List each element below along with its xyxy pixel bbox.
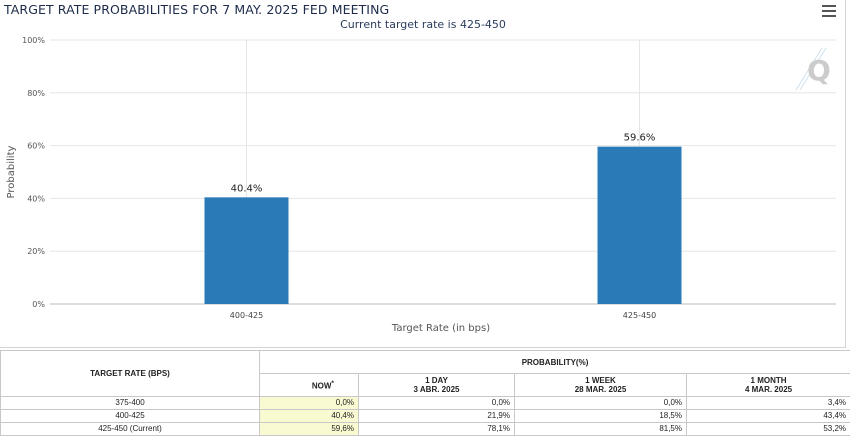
table-row: 400-425 40,4% 21,9% 18,5% 43,4% xyxy=(0,409,850,423)
one-month-value-cell: 43,4% xyxy=(685,409,850,423)
y-tick-label: 40% xyxy=(27,194,45,203)
bar-chart-plot: 0% 20% 40% 60% 80% 100% 40.4% 400-425 59.6% 425-4… xyxy=(6,36,836,334)
svg-text:Q: Q xyxy=(807,54,831,87)
now-value-cell: 40,4% xyxy=(259,409,359,423)
bar-data-label: 59.6% xyxy=(624,133,656,144)
chart-container: TARGET RATE PROBABILITIES FOR 7 MAY. 202… xyxy=(0,0,846,348)
probability-table: TARGET RATE (BPS) PROBABILITY(%) NOW* 1 … xyxy=(0,350,850,436)
one-week-value-cell: 0,0% xyxy=(514,396,687,410)
table-row: 425-450 (Current) 59,6% 78,1% 81,5% 53,2… xyxy=(0,422,850,436)
hamburger-menu-icon[interactable] xyxy=(822,5,836,17)
one-day-value-cell: 21,9% xyxy=(358,409,515,423)
rate-cell: 400-425 xyxy=(0,409,260,423)
x-tick-label: 425-450 xyxy=(623,311,656,320)
rate-cell: 425-450 (Current) xyxy=(0,422,260,436)
one-day-value-cell: 78,1% xyxy=(358,422,515,436)
rate-cell: 375-400 xyxy=(0,396,260,410)
y-tick-label: 20% xyxy=(27,247,45,256)
one-month-value-cell: 3,4% xyxy=(685,396,850,410)
one-week-value-cell: 81,5% xyxy=(514,422,687,436)
one-month-column-header: 1 MONTH 4 MAR. 2025 xyxy=(685,373,850,397)
bar xyxy=(597,146,682,304)
x-axis-title: Target Rate (in bps) xyxy=(391,323,490,334)
probability-group-header: PROBABILITY(%) xyxy=(258,350,850,374)
table-row: 375-400 0,0% 0,0% 0,0% 3,4% xyxy=(0,396,850,410)
bar xyxy=(204,197,289,304)
y-tick-label: 0% xyxy=(32,300,45,309)
y-tick-label: 100% xyxy=(22,36,45,45)
one-week-value-cell: 18,5% xyxy=(514,409,687,423)
rate-column-header: TARGET RATE (BPS) xyxy=(0,350,260,397)
one-day-value-cell: 0,0% xyxy=(358,396,515,410)
x-tick-label: 400-425 xyxy=(230,311,263,320)
one-month-value-cell: 53,2% xyxy=(685,422,850,436)
now-column-header[interactable]: NOW* xyxy=(259,373,359,397)
y-tick-label: 80% xyxy=(27,89,45,98)
q-logo-icon: Q xyxy=(795,47,831,91)
now-value-cell: 59,6% xyxy=(259,422,359,436)
now-value-cell: 0,0% xyxy=(259,396,359,410)
one-day-column-header: 1 DAY 3 ABR. 2025 xyxy=(358,373,515,397)
bar-data-label: 40.4% xyxy=(231,183,263,194)
y-tick-label: 60% xyxy=(27,142,45,151)
y-axis-title: Probability xyxy=(6,145,17,198)
one-week-column-header: 1 WEEK 28 MAR. 2025 xyxy=(514,373,687,397)
chart-subtitle: Current target rate is 425-450 xyxy=(340,18,506,31)
chart-title: TARGET RATE PROBABILITIES FOR 7 MAY. 202… xyxy=(4,2,390,17)
